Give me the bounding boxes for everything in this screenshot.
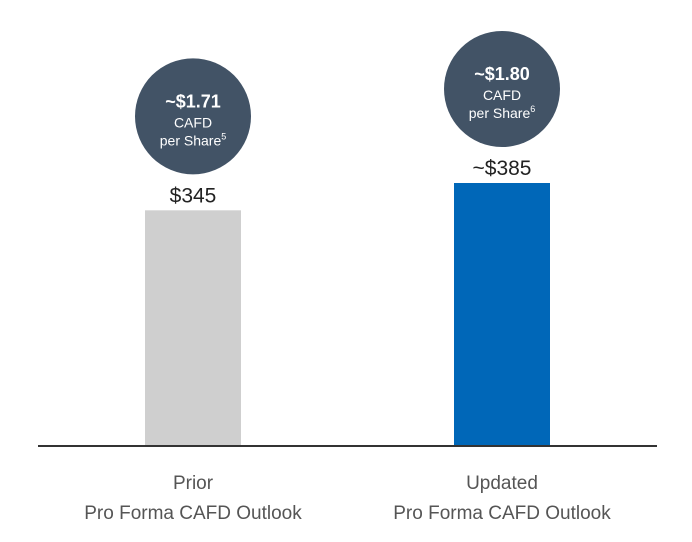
labels-group: $345 ~$385 bbox=[170, 157, 532, 207]
category-label-1-line-1: Prior bbox=[173, 473, 214, 494]
category-label-1-line-2: Pro Forma CAFD Outlook bbox=[84, 503, 302, 524]
bar-1 bbox=[145, 210, 241, 446]
bars-group bbox=[145, 183, 550, 446]
bubble-footnote-1: 5 bbox=[221, 131, 226, 141]
bubble-unit-1: per Share5 bbox=[160, 131, 227, 148]
per-share-bubble-2 bbox=[444, 31, 560, 147]
bubble-footnote-2: 6 bbox=[530, 104, 535, 114]
bubble-metric-2: CAFD bbox=[483, 87, 521, 103]
value-label-1: $345 bbox=[170, 184, 217, 207]
bubble-unit-2: per Share6 bbox=[469, 104, 536, 121]
bar-2 bbox=[454, 183, 550, 446]
category-labels-group: Prior Pro Forma CAFD Outlook Updated Pro Fo… bbox=[84, 473, 611, 524]
bubble-metric-1: CAFD bbox=[174, 114, 212, 130]
bubble-value-1: ~$1.71 bbox=[165, 91, 221, 111]
bubble-value-2: ~$1.80 bbox=[474, 64, 530, 84]
per-share-bubble-1 bbox=[135, 58, 251, 175]
category-label-2-line-1: Updated bbox=[466, 473, 538, 494]
value-label-2: ~$385 bbox=[473, 157, 532, 180]
category-label-2-line-2: Pro Forma CAFD Outlook bbox=[393, 503, 611, 524]
